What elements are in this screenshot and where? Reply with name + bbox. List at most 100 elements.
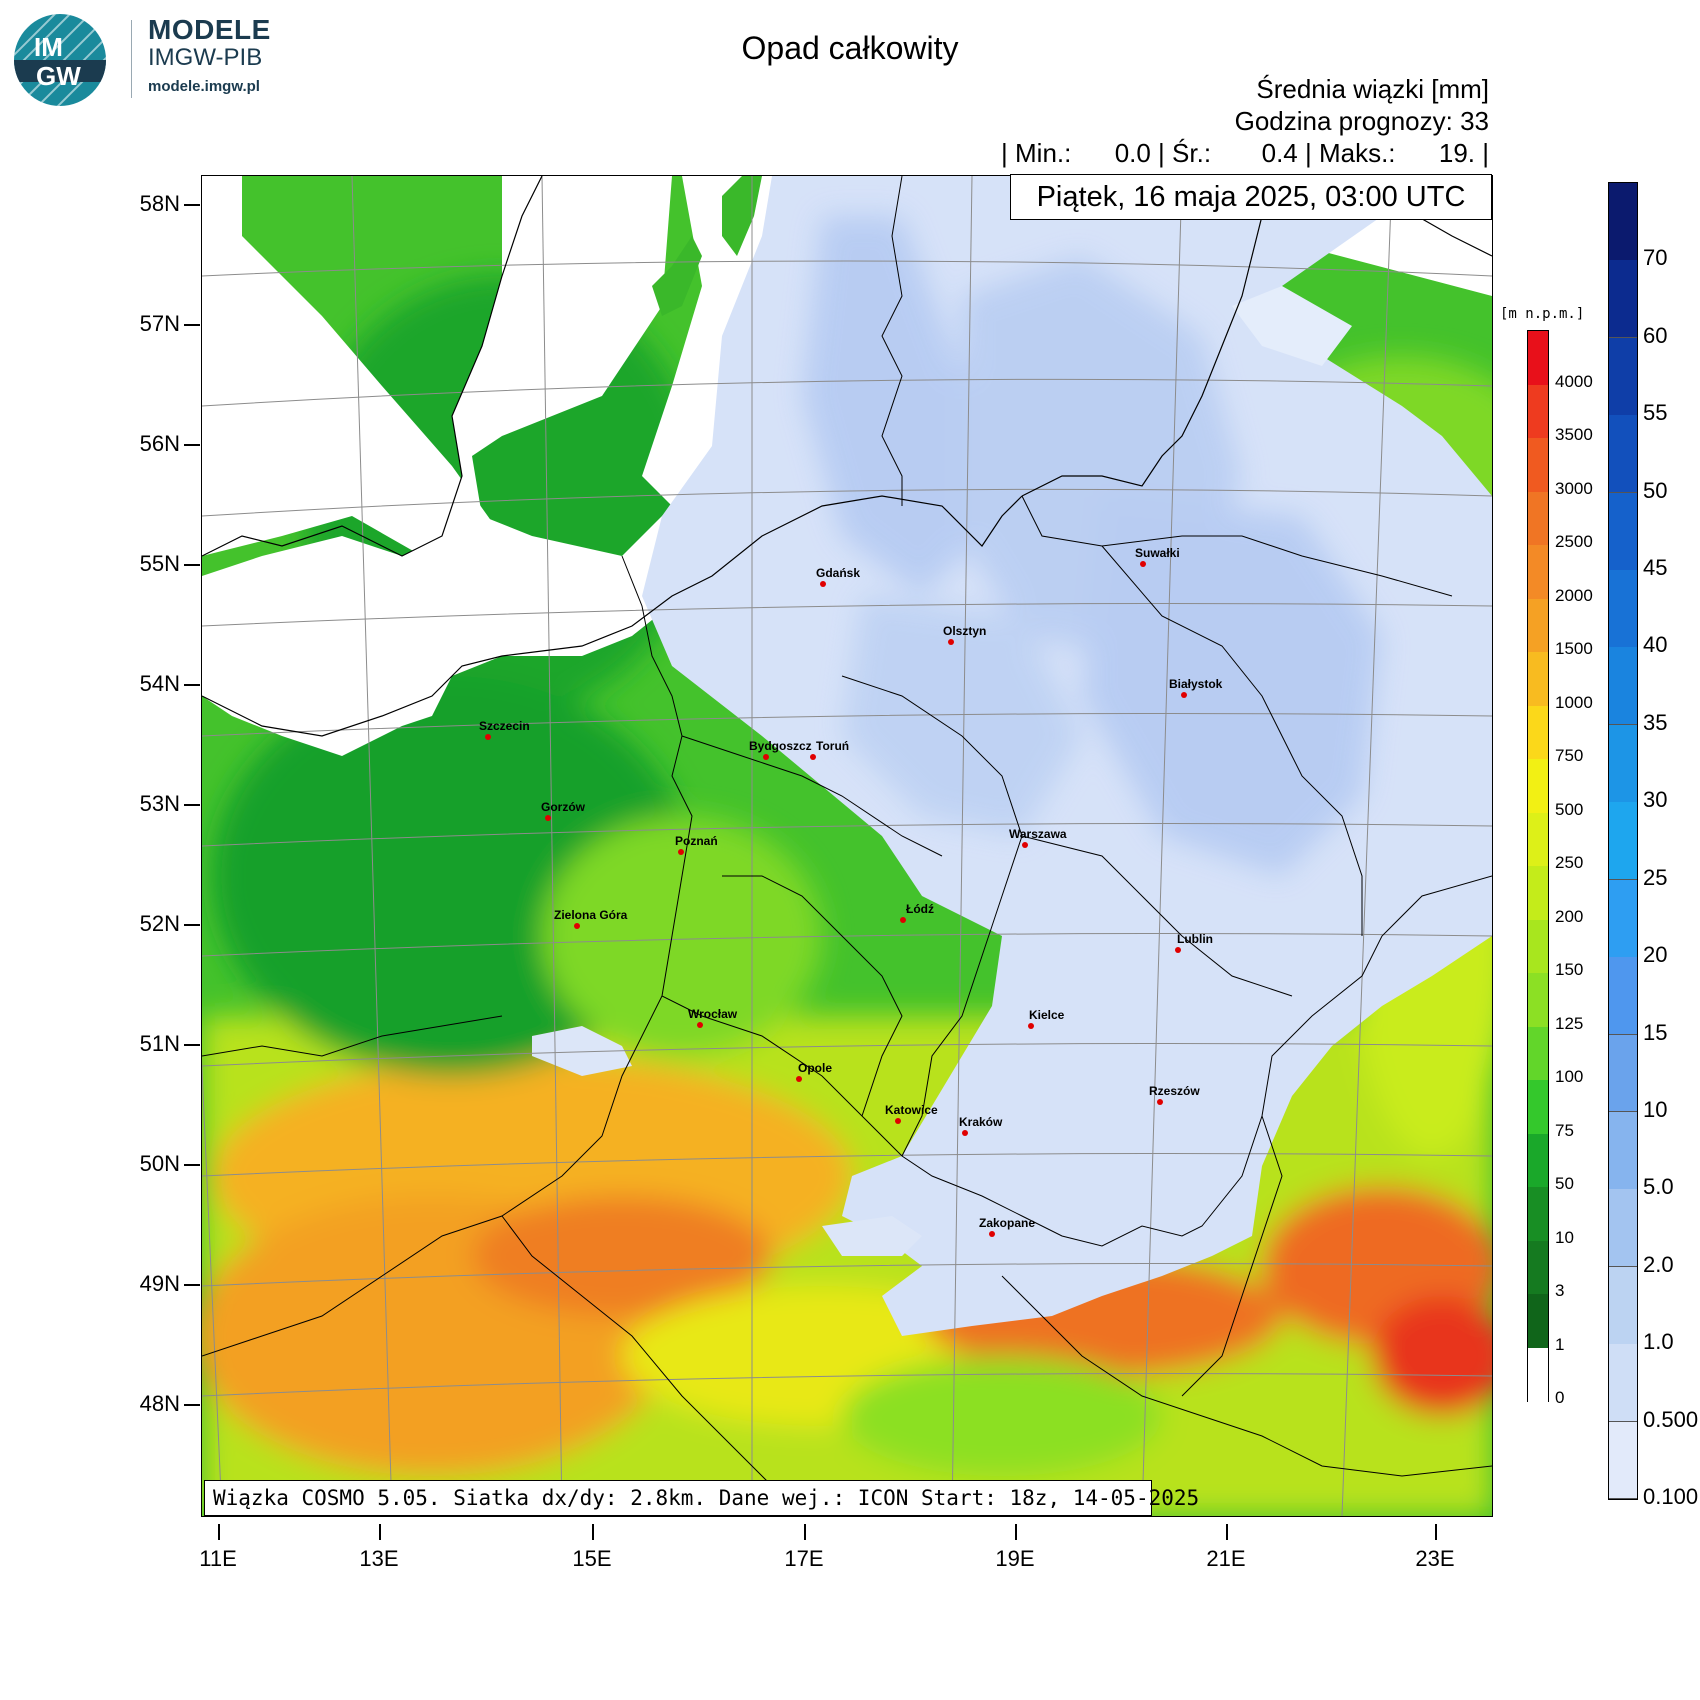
elevation-swatch (1528, 1026, 1548, 1081)
longitude-label: 19E (995, 1546, 1035, 1571)
elevation-tick-label: 200 (1555, 906, 1584, 926)
longitude-tick (804, 1524, 806, 1540)
elevation-swatch (1528, 1294, 1548, 1348)
precipitation-swatch (1609, 183, 1637, 261)
island (652, 236, 702, 316)
elevation-swatch (1528, 812, 1548, 867)
logo-mark-bottom: GW (36, 61, 81, 91)
latitude-tick (184, 444, 200, 446)
longitude-label: 21E (1206, 1546, 1246, 1571)
longitude-tick (1015, 1524, 1017, 1540)
elevation-swatch (1528, 866, 1548, 920)
elevation-tick-label: 0 (1555, 1388, 1565, 1407)
logo-subtitle: IMGW-PIB (148, 44, 263, 71)
precipitation-colorbar (1608, 182, 1638, 1500)
subtitle-ensemble-mean: Średnia wiązki [mm] (1256, 74, 1489, 104)
elevation-tick-label: 50 (1555, 1174, 1574, 1193)
latitude-label: 53N (139, 791, 180, 816)
city-dot (678, 849, 684, 855)
latitude-label: 50N (139, 1151, 180, 1176)
city-label: Wrocław (688, 1007, 738, 1021)
elevation-swatch (1528, 705, 1548, 760)
city-label: Suwałki (1135, 546, 1180, 560)
latitude-tick (184, 1404, 200, 1406)
precipitation-tick-label: 0.500 (1643, 1406, 1699, 1432)
longitude-label: 11E (199, 1546, 237, 1571)
precipitation-tick-label: 0.100 (1643, 1484, 1699, 1509)
elevation-swatch (1528, 1080, 1548, 1134)
precipitation-swatch (1609, 415, 1637, 494)
precip-patch (532, 1026, 632, 1076)
latitude-tick (184, 204, 200, 206)
latitude-tick (184, 324, 200, 326)
latitude-tick (184, 1164, 200, 1166)
latitude-label: 49N (139, 1271, 180, 1296)
latitude-tick (184, 1284, 200, 1286)
elevation-swatch (1528, 598, 1548, 653)
precipitation-tick-label: 35 (1643, 709, 1668, 735)
elevation-swatch (1528, 491, 1548, 546)
precipitation-tick-label: 10 (1643, 1096, 1668, 1122)
elevation-tick-label: 3000 (1555, 478, 1593, 498)
city-label: Lublin (1177, 932, 1213, 946)
elevation-swatch (1528, 1240, 1548, 1295)
elevation-swatch (1528, 1187, 1548, 1241)
latitude-tick (184, 684, 200, 686)
elevation-tick-label: 1 (1555, 1334, 1565, 1354)
latitude-tick (184, 924, 200, 926)
precipitation-tick-label: 25 (1643, 864, 1668, 890)
logo-mark-top: IM (34, 32, 63, 62)
longitude-tick (218, 1524, 220, 1540)
elevation-swatch (1528, 1347, 1548, 1402)
page-title: Opad całkowity (741, 30, 959, 66)
elevation-tick-label: 500 (1555, 799, 1584, 819)
latitude-tick (184, 1044, 200, 1046)
elevation-swatch (1528, 652, 1548, 706)
elevation-tick-label: 250 (1555, 853, 1584, 872)
graticule (202, 176, 1492, 1516)
precipitation-tick-label: 1.0 (1643, 1329, 1674, 1355)
elevation-swatch (1528, 919, 1548, 974)
city-dot (545, 815, 551, 821)
precipitation-tick-label: 30 (1643, 787, 1668, 813)
city-label: Szczecin (479, 719, 530, 733)
elevation-unit-label: [m n.p.m.] (1500, 306, 1585, 322)
precipitation-swatch (1609, 1421, 1637, 1500)
city-dot (796, 1076, 802, 1082)
city-label: Bydgoszcz (749, 739, 812, 753)
logo-title: MODELE (148, 14, 271, 45)
elevation-tick-label: 4000 (1555, 371, 1593, 391)
city-dot (1175, 947, 1181, 953)
precipitation-swatch (1609, 1266, 1637, 1345)
precipitation-map: Gdańsk Suwałki Olsztyn Białystok Szczecin Byd… (201, 175, 1493, 1517)
elevation-swatch (1528, 438, 1548, 492)
city-dot (900, 917, 906, 923)
elevation-colorbar (1527, 330, 1549, 1402)
precipitation-tick-label: 55 (1643, 400, 1668, 426)
city-dot (989, 1231, 995, 1237)
city-dot (1140, 561, 1146, 567)
map-canvas (202, 176, 1492, 1516)
precipitation-swatch (1609, 570, 1637, 648)
elevation-swatch (1528, 1133, 1548, 1188)
precipitation-tick-label: 70 (1643, 245, 1668, 271)
precipitation-swatch (1609, 1034, 1637, 1113)
longitude-label: 15E (572, 1546, 612, 1571)
elevation-tick-label: 150 (1555, 960, 1584, 979)
precipitation-tick-label: 2.0 (1643, 1251, 1674, 1277)
model-info-footer: Wiązka COSMO 5.05. Siatka dx/dy: 2.8km. … (204, 1480, 1199, 1516)
city-label: Katowice (885, 1103, 938, 1117)
precipitation-tick-label: 40 (1643, 632, 1668, 658)
longitude-label: 17E (784, 1546, 824, 1571)
city-dot (485, 734, 491, 740)
longitude-tick (379, 1524, 381, 1540)
elevation-tick-label: 100 (1555, 1067, 1584, 1086)
precipitation-swatch (1609, 492, 1637, 571)
city-label: Olsztyn (943, 624, 987, 638)
logo-url-link[interactable]: modele.imgw.pl (148, 78, 260, 95)
elevation-swatch (1528, 384, 1548, 439)
city-label: Zielona Góra (554, 908, 628, 922)
longitude-label: 23E (1415, 1546, 1455, 1571)
precipitation-tick-label: 60 (1643, 322, 1668, 348)
precip-area-lightest (1232, 286, 1352, 366)
